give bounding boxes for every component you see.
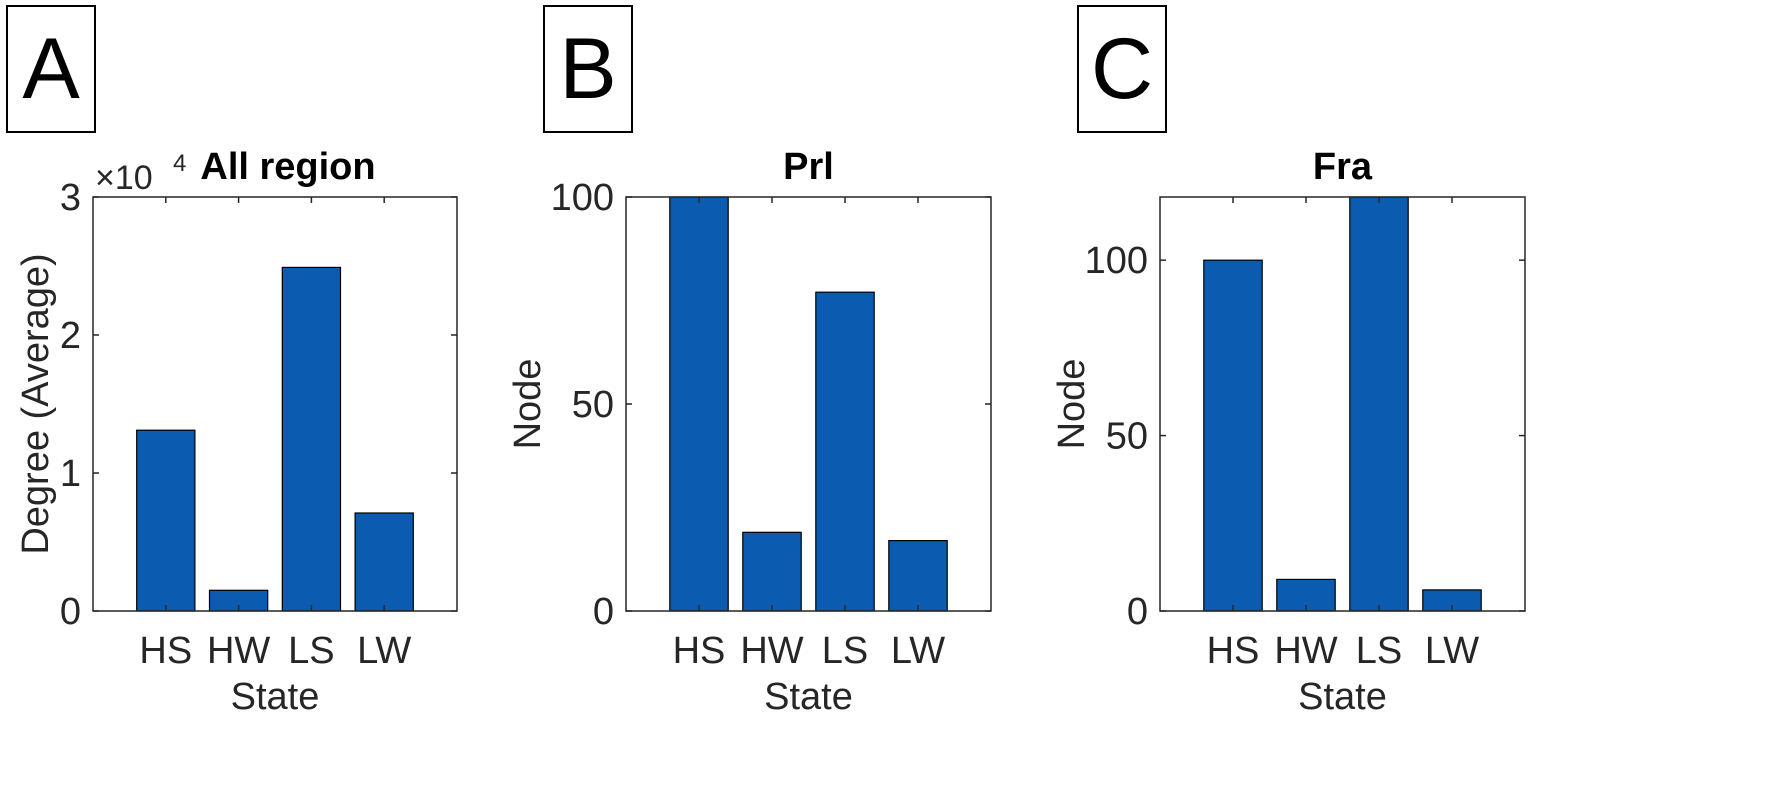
y-exponent-label: ×10 xyxy=(95,159,153,197)
y-axis-label: Degree (Average) xyxy=(15,253,57,554)
x-tick-label: LW xyxy=(1425,630,1479,672)
bar-hs xyxy=(1203,259,1263,612)
x-tick-label: HS xyxy=(673,630,726,672)
bar-hw xyxy=(742,531,802,612)
y-tick-label: 3 xyxy=(60,177,81,219)
x-axis-label: State xyxy=(1298,676,1387,718)
x-tick-label: LW xyxy=(357,630,411,672)
axes-box xyxy=(1159,196,1526,612)
y-exponent-power: 4 xyxy=(173,150,186,177)
chart-title: Fra xyxy=(1313,146,1373,188)
chart-title: Prl xyxy=(783,146,834,188)
y-axis-label: Node xyxy=(1051,359,1093,450)
x-tick-label: HW xyxy=(207,630,270,672)
x-tick-label: LS xyxy=(822,630,868,672)
y-tick-label: 2 xyxy=(60,315,81,357)
bar-hs xyxy=(669,196,729,612)
y-tick-label: 0 xyxy=(1127,591,1148,633)
x-axis-label: State xyxy=(231,676,320,718)
y-axis-label: Node xyxy=(507,359,549,450)
y-tick-label: 50 xyxy=(1106,416,1148,458)
chart-title: All region xyxy=(200,146,375,188)
x-tick-label: LW xyxy=(891,630,945,672)
chart-b: 0 50 100 HS HW LS LW State Node Prl xyxy=(507,146,992,718)
panel-label-b: B xyxy=(543,5,633,133)
bar-lw xyxy=(354,512,414,612)
y-tick-label: 0 xyxy=(593,591,614,633)
axes-box xyxy=(92,196,458,612)
x-tick-label: HS xyxy=(139,630,192,672)
panel-label-a: A xyxy=(6,5,96,133)
x-tick-label: LS xyxy=(1356,630,1402,672)
bar-ls xyxy=(1349,196,1409,612)
y-tick-label: 50 xyxy=(572,384,614,426)
y-tick-label: 100 xyxy=(1085,240,1148,282)
y-tick-label: 0 xyxy=(60,591,81,633)
chart-a: 0 1 2 3 HS HW LS LW State Degree (Average) All reg… xyxy=(15,146,458,718)
x-axis-label: State xyxy=(764,676,853,718)
bar-ls xyxy=(281,266,342,612)
y-tick-label: 100 xyxy=(551,177,614,219)
x-tick-label: HW xyxy=(1274,630,1337,672)
y-tick-label: 1 xyxy=(60,453,81,495)
x-tick-label: HW xyxy=(740,630,803,672)
panel-label-c: C xyxy=(1077,5,1167,133)
bar-hs xyxy=(136,429,196,612)
x-tick-label: HS xyxy=(1207,630,1260,672)
x-tick-label: LS xyxy=(288,630,334,672)
bar-ls xyxy=(815,291,875,612)
bar-lw xyxy=(888,539,948,612)
chart-c: 0 50 100 HS HW LS LW State Node Fra xyxy=(1051,146,1526,718)
